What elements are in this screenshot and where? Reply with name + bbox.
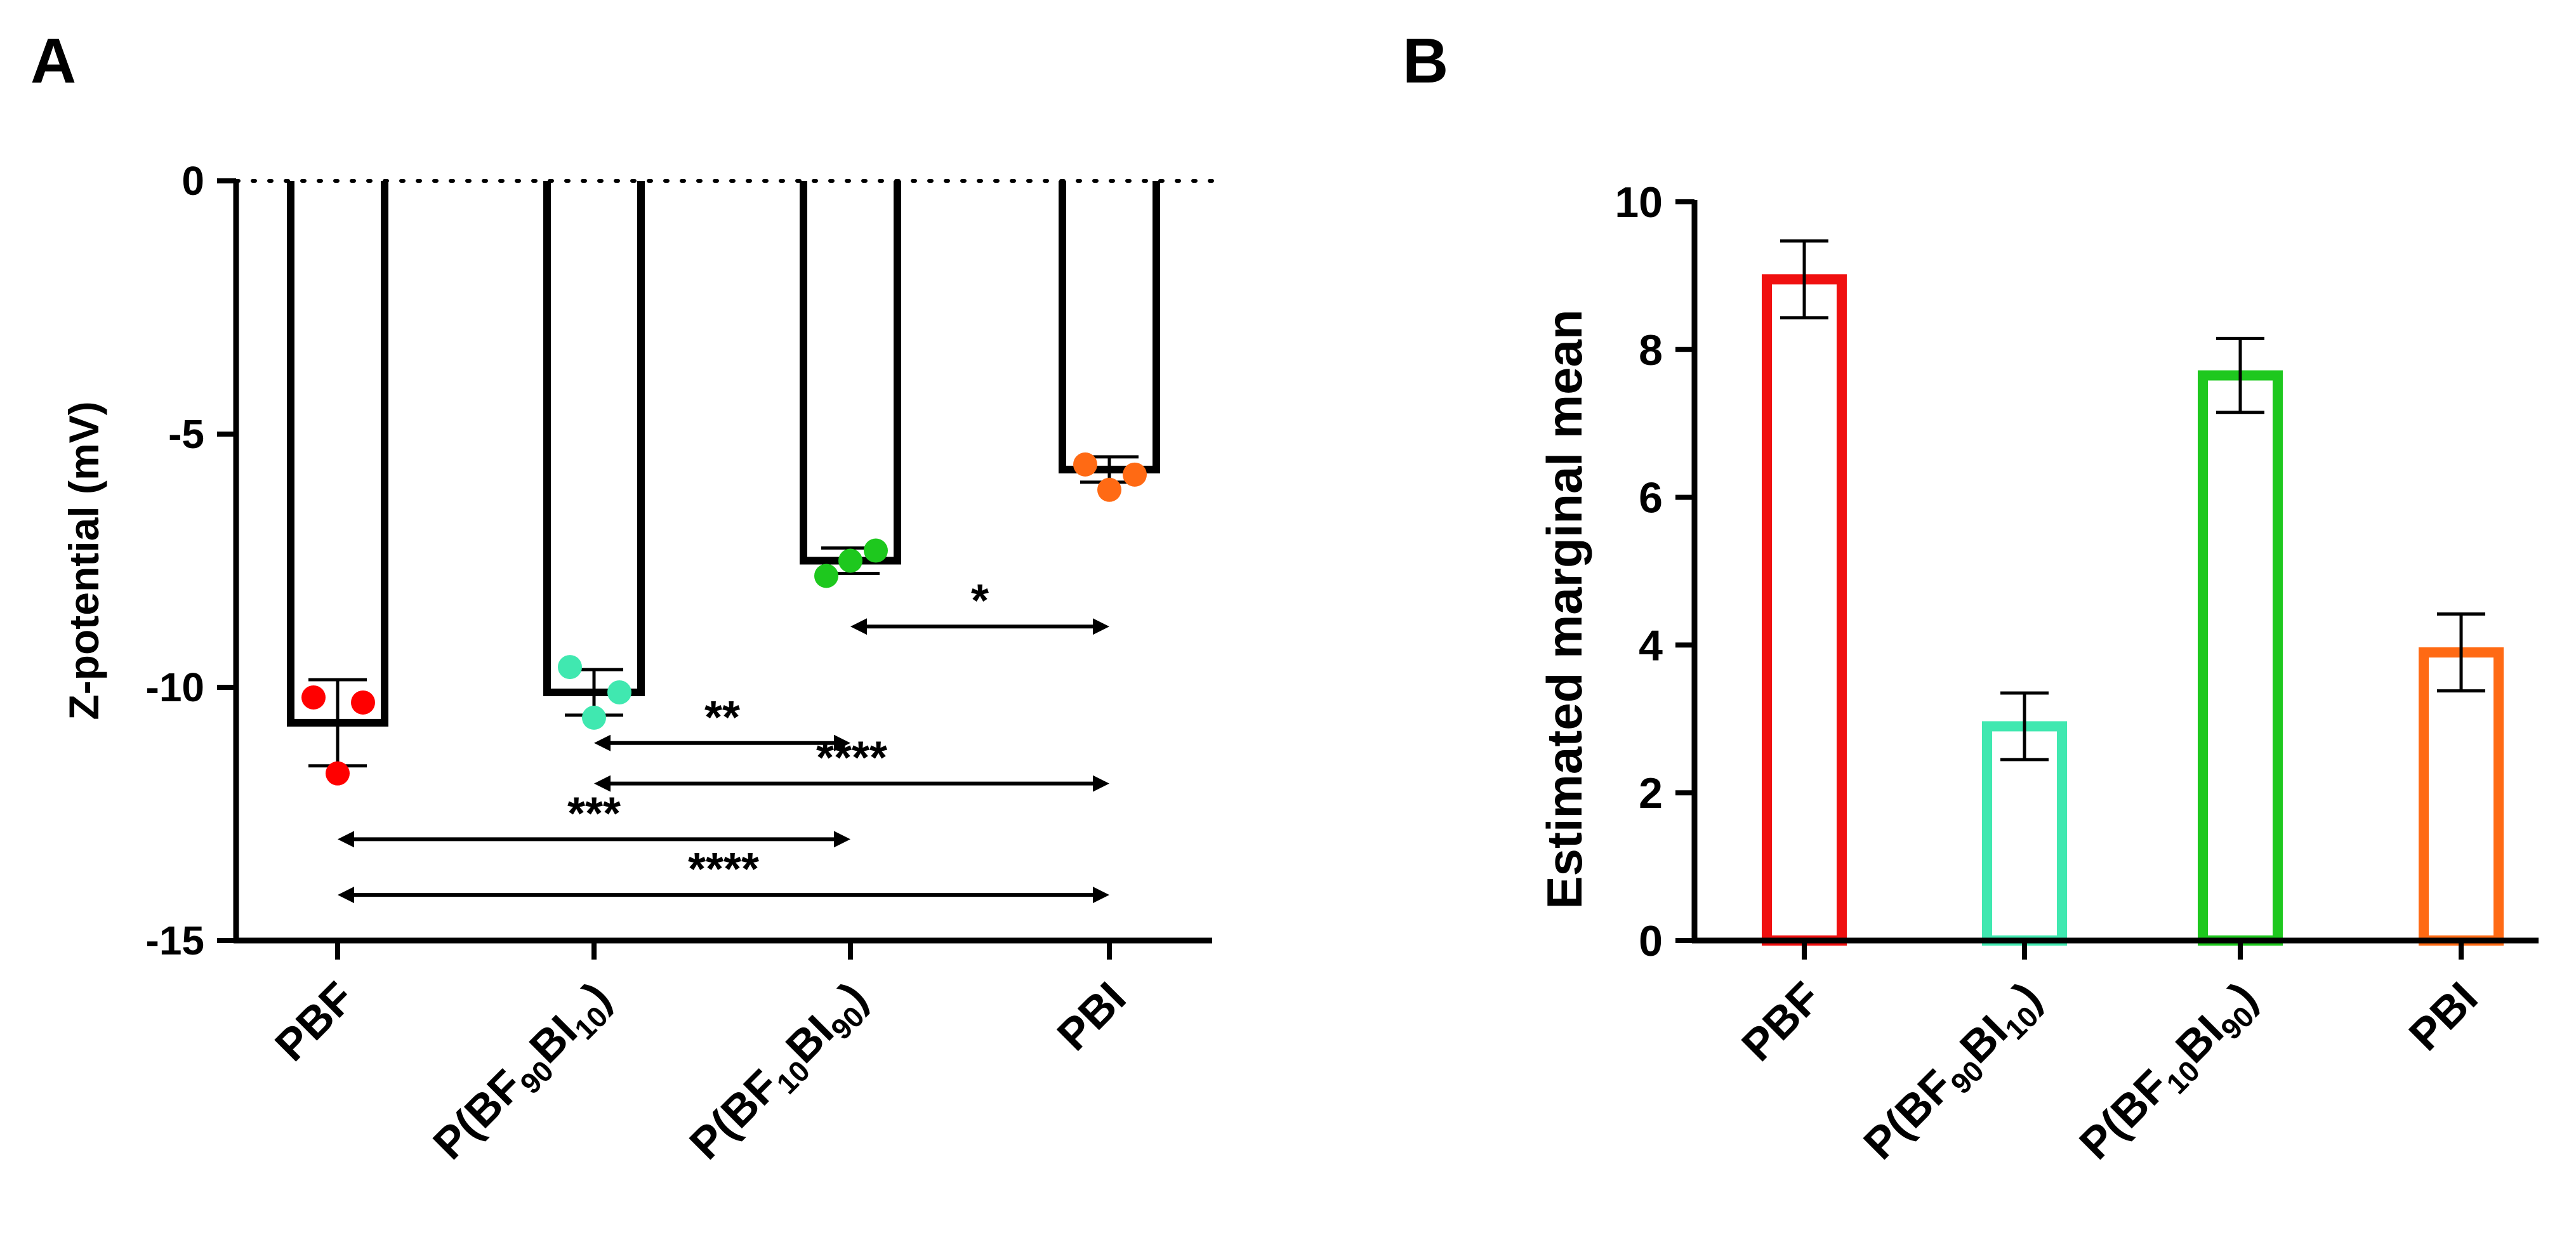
significance-bracket-0: *	[850, 576, 1109, 635]
error-bar-0	[1780, 239, 1828, 320]
panel-b-letter: B	[1403, 25, 1448, 96]
bar-3	[2419, 647, 2504, 946]
x-tick-label-1: P(BF90BI10)	[424, 972, 625, 1173]
y-tick-label-0: 0	[1639, 917, 1663, 965]
data-point-1-0	[558, 655, 582, 680]
y-tick-label-2: 4	[1639, 621, 1663, 670]
bar-1	[543, 181, 645, 696]
significance-arrow-left-4	[338, 887, 354, 904]
bar-2	[800, 181, 901, 565]
bar-2	[2198, 370, 2283, 946]
data-point-3-2	[1097, 477, 1121, 502]
bar-3	[1059, 181, 1160, 473]
significance-arrow-right-1	[834, 734, 850, 751]
error-bar-1	[2000, 691, 2049, 762]
significance-label-2: ****	[816, 733, 887, 784]
data-point-3-0	[1073, 452, 1097, 477]
error-bar-3	[2437, 612, 2485, 693]
significance-label-0: *	[971, 576, 989, 626]
data-point-2-0	[814, 564, 838, 588]
data-point-0-1	[351, 690, 375, 715]
x-tick-label-3: PBI	[2400, 972, 2487, 1060]
x-tick-label-0-main: PBF	[265, 972, 363, 1070]
x-tick-label-2: P(BF10BI90)	[680, 972, 882, 1173]
significance-label-1: **	[704, 692, 740, 743]
significance-arrow-right-4	[1093, 887, 1109, 904]
y-tick-label-2: -10	[146, 664, 205, 710]
significance-bracket-2: ****	[594, 733, 1109, 792]
y-tick-label-1: -5	[168, 411, 204, 457]
x-tick-label-0-main: PBF	[1732, 972, 1830, 1070]
data-point-1-2	[582, 705, 606, 730]
x-tick-label-0: PBF	[1732, 972, 1830, 1070]
x-tick-label-3-main: PBI	[2400, 972, 2487, 1060]
data-point-3-1	[1123, 462, 1147, 487]
significance-label-3: ***	[567, 788, 621, 839]
y-axis-label: Z-potential (mV)	[60, 401, 107, 720]
significance-bracket-4: ****	[338, 844, 1109, 904]
chart-a: **************0-5-10-15PBFP(BF90BI10)P(B…	[60, 158, 1214, 1173]
data-point-0-2	[326, 761, 350, 786]
significance-bracket-1: **	[594, 692, 850, 751]
error-bar-2	[2216, 336, 2264, 414]
y-tick-label-1: 2	[1639, 769, 1663, 817]
panel-a-letter: A	[30, 25, 76, 96]
x-tick-label-3: PBI	[1048, 972, 1135, 1060]
significance-arrow-right-2	[1093, 775, 1109, 792]
y-tick-label-0: 0	[182, 158, 204, 204]
data-point-0-0	[301, 685, 326, 710]
y-tick-label-3: 6	[1639, 474, 1663, 522]
x-tick-label-1: P(BF90BI10)	[1854, 972, 2056, 1173]
significance-arrow-right-3	[834, 831, 850, 848]
x-tick-label-0: PBF	[265, 972, 363, 1070]
bar-0	[1762, 274, 1847, 946]
x-tick-label-3-main: PBI	[1048, 972, 1135, 1060]
bar-0	[287, 181, 388, 727]
significance-label-4: ****	[688, 844, 759, 895]
significance-arrow-left-0	[850, 618, 867, 635]
significance-arrow-right-0	[1093, 618, 1109, 635]
y-tick-label-3: -15	[146, 918, 205, 963]
y-axis-label: Estimated marginal mean	[1536, 310, 1592, 909]
significance-arrow-left-1	[594, 734, 611, 751]
significance-arrow-left-3	[338, 831, 354, 848]
data-point-2-1	[864, 538, 888, 563]
significance-bracket-3: ***	[338, 788, 850, 848]
data-point-2-2	[838, 548, 862, 573]
significance-arrow-left-2	[594, 775, 611, 792]
y-tick-label-5: 10	[1615, 178, 1663, 227]
data-point-1-1	[607, 680, 631, 704]
x-tick-label-2: P(BF10BI90)	[2070, 972, 2271, 1173]
y-tick-label-4: 8	[1639, 326, 1663, 374]
